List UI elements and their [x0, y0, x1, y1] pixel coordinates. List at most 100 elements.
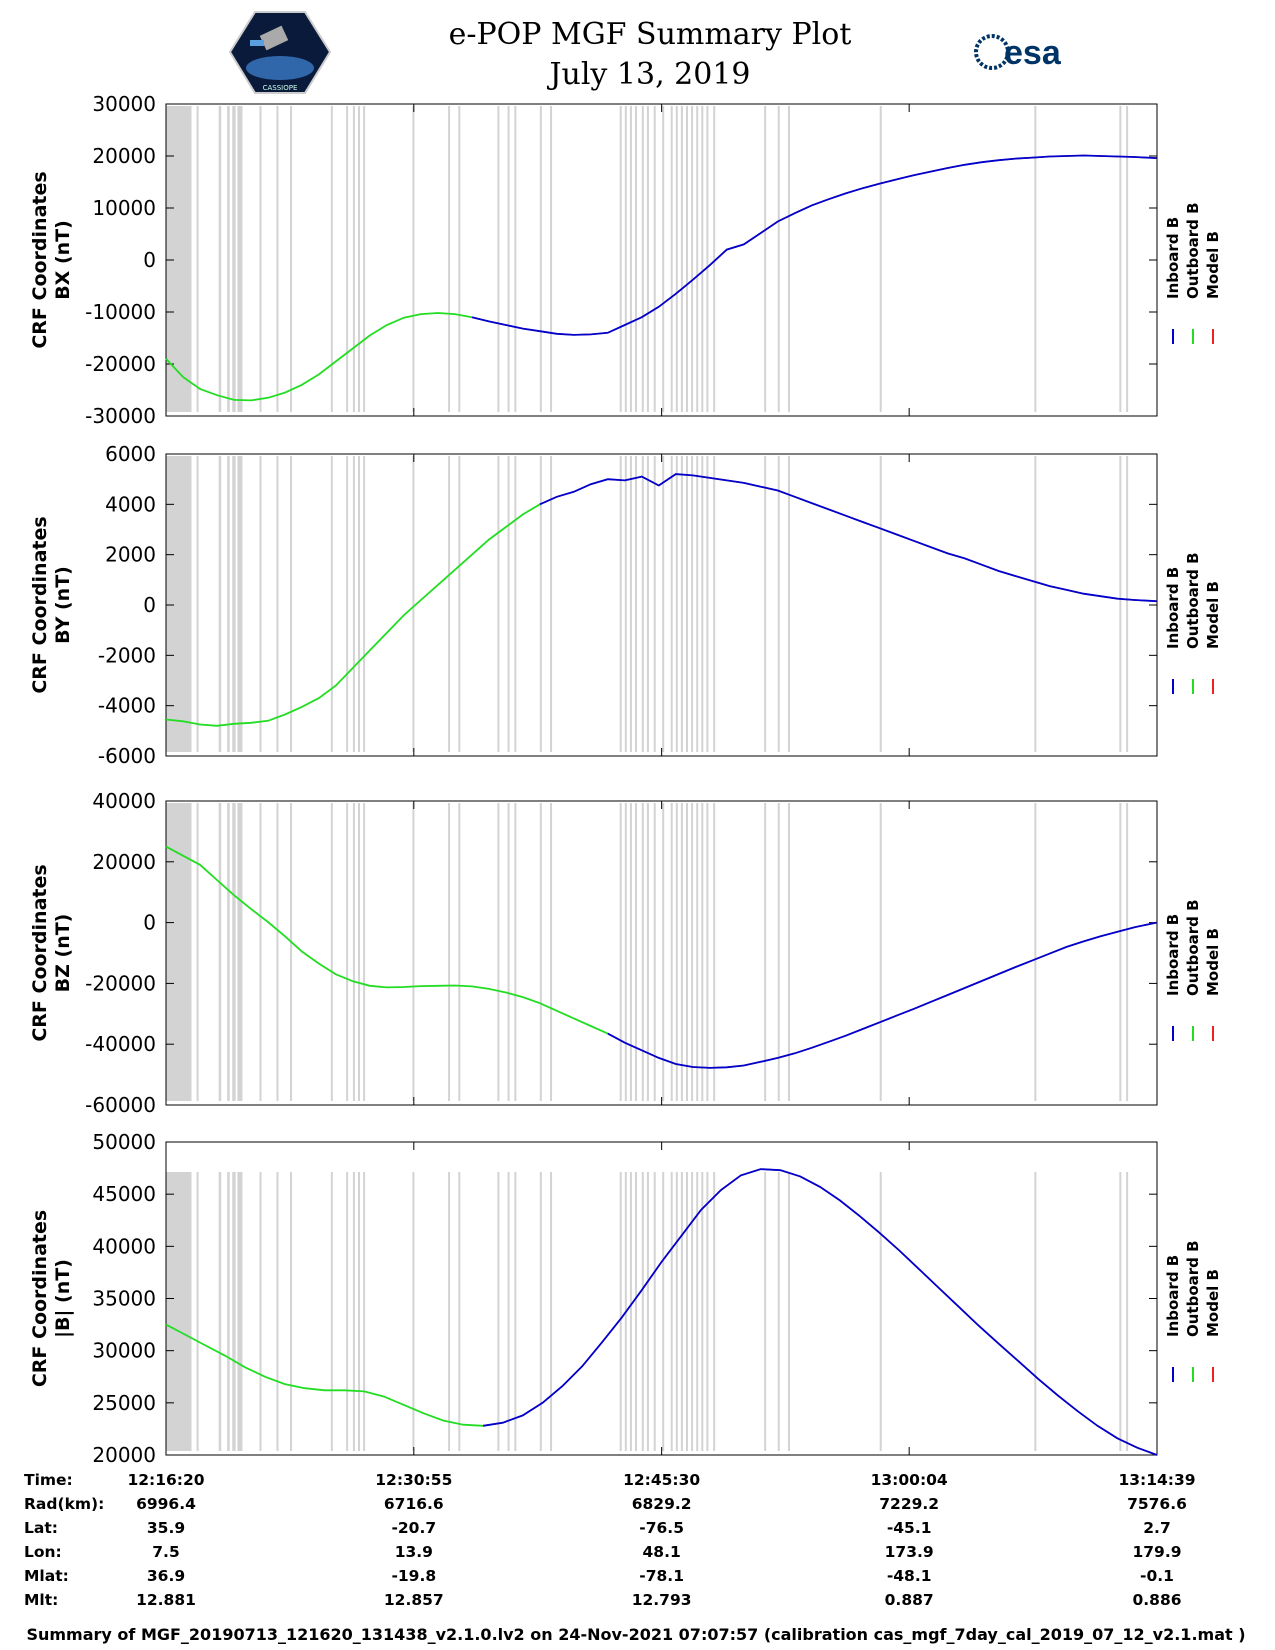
gap-bar [458, 1172, 461, 1451]
gap-bar [670, 106, 673, 412]
gap-bar [358, 803, 361, 1101]
gap-bar [497, 106, 500, 412]
gap-bar [458, 803, 461, 1101]
data-gaps-bz [166, 803, 1129, 1101]
series-outboard-b-bx [165, 312, 473, 402]
gap-bar [458, 106, 461, 412]
gap-bar [237, 803, 243, 1101]
gap-bar [635, 803, 638, 1101]
gap-bar [497, 456, 500, 752]
gap-bar [514, 456, 517, 752]
gap-bar [691, 1172, 694, 1451]
ephemeris-value: 2.7 [1143, 1519, 1170, 1537]
gap-bar [290, 803, 293, 1101]
gap-bar [764, 456, 767, 752]
gap-bar [685, 106, 688, 412]
gap-bar [363, 803, 366, 1101]
gap-bar [1119, 106, 1122, 412]
series-inboard-b-bx [471, 154, 1157, 336]
gap-bar [777, 803, 780, 1101]
gap-bar [358, 1172, 361, 1451]
series-inboard-b-bmag [482, 1168, 1158, 1456]
ephemeris-value: 7.5 [152, 1543, 179, 1561]
gap-bar [448, 803, 451, 1101]
series-model-b-bx [471, 154, 1157, 336]
ytick-label: 0 [143, 911, 156, 935]
legend-bz: Inboard B Outboard B Model B [1164, 899, 1222, 1041]
gap-bar [514, 106, 517, 412]
gap-bar [550, 1172, 553, 1451]
gap-bar [363, 456, 366, 752]
gap-bar [514, 803, 517, 1101]
legend-bx: Inboard B Outboard B Model B [1164, 202, 1222, 344]
ylabel-line1: CRF Coordinates [29, 1210, 51, 1387]
ytick-label: 45000 [92, 1182, 156, 1206]
legend-label: Model B [1204, 1269, 1222, 1337]
gap-bar [358, 106, 361, 412]
gap-bar [1119, 1172, 1122, 1451]
ytick-label: -4000 [98, 694, 156, 718]
gap-bar [629, 803, 632, 1101]
ytick-label: 20000 [92, 850, 156, 874]
ephemeris-row-label: Lat: [24, 1519, 58, 1537]
gap-bar [787, 1172, 790, 1451]
ytick-label: -60000 [85, 1093, 156, 1117]
ephemeris-row-label: Mlat: [24, 1567, 69, 1585]
gap-bar [787, 456, 790, 752]
gap-bar [662, 1172, 665, 1451]
ephemeris-row-label: Time: [24, 1471, 73, 1489]
ytick-label: -20000 [85, 352, 156, 376]
legend-label: Inboard B [1164, 567, 1182, 649]
ephemeris-value: 0.887 [885, 1591, 934, 1609]
gap-bar [629, 1172, 632, 1451]
legend-label: Inboard B [1164, 1255, 1182, 1337]
ylabel-line2: |B| (nT) [52, 1259, 74, 1338]
gap-bar [1034, 803, 1037, 1101]
gap-bar [696, 1172, 699, 1451]
gap-bar [680, 803, 683, 1101]
gap-bar [701, 456, 704, 752]
gap-bar [196, 456, 199, 752]
gap-bar [675, 106, 678, 412]
legend-label: Outboard B [1184, 899, 1202, 996]
series-outboard-b-bz [165, 845, 609, 1035]
gap-bar [290, 106, 293, 412]
gap-bar [330, 1172, 333, 1451]
series-outboard-b-by [165, 503, 541, 727]
gap-bar [635, 106, 638, 412]
legend-label: Outboard B [1184, 1240, 1202, 1337]
gap-bar [330, 803, 333, 1101]
gap-bar [706, 456, 709, 752]
gap-bar [196, 106, 199, 412]
ylabel-bz: CRF CoordinatesBZ (nT) [29, 864, 74, 1041]
gap-bar [290, 1172, 293, 1451]
gap-bar [653, 803, 656, 1101]
gap-bar [227, 456, 230, 752]
panel-bz: 40000 20000 0 -20000 -40000 -60000 CRF Coordin… [29, 789, 1222, 1117]
gap-bar [276, 1172, 279, 1451]
gap-bar [879, 456, 882, 752]
ylabel-line1: CRF Coordinates [29, 171, 51, 348]
gap-bar [218, 106, 222, 412]
ytick-label: 20000 [92, 1443, 156, 1467]
gap-bar [696, 456, 699, 752]
gap-bar [641, 803, 644, 1101]
legend-by: Inboard B Outboard B Model B [1164, 552, 1222, 694]
ephemeris-table: Time: Rad(km): Lat: Lon: Mlat: Mlt: 12:16:20 6… [24, 1471, 1196, 1609]
ytick-label: -6000 [98, 744, 156, 768]
gap-bar [448, 1172, 451, 1451]
gap-bar [237, 1172, 243, 1451]
series-model-b-bmag [482, 1168, 1158, 1456]
gap-bar [539, 456, 542, 752]
ephemeris-value: -45.1 [887, 1519, 932, 1537]
gap-bar [691, 456, 694, 752]
gap-bar [1034, 106, 1037, 412]
ytick-label: 6000 [105, 442, 156, 466]
ephemeris-value: 35.9 [147, 1519, 185, 1537]
xtick-time-label: 12:30:55 [375, 1471, 452, 1489]
gap-bar [653, 1172, 656, 1451]
legend-label: Model B [1204, 581, 1222, 649]
legend-label: Outboard B [1184, 552, 1202, 649]
gap-bar [777, 106, 780, 412]
ytick-label: 40000 [92, 1234, 156, 1258]
